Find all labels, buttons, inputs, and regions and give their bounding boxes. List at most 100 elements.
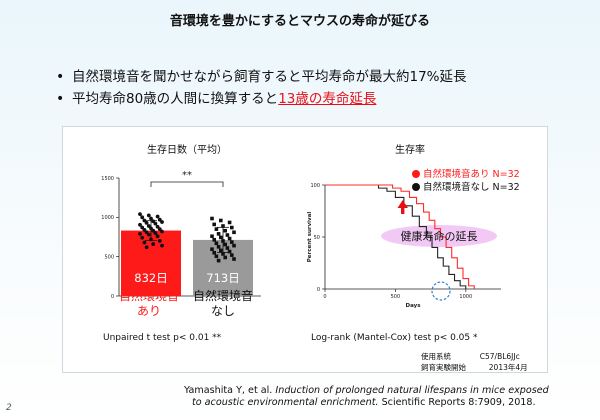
bar-chart-points — [138, 212, 236, 263]
data-point — [160, 229, 164, 234]
data-point — [212, 250, 216, 255]
right-test-result: Log-rank (Mantel-Cox) test p< 0.05 * — [311, 333, 478, 343]
meta-start: 飼育実験開始 2013年4月 — [421, 362, 528, 373]
data-point — [144, 220, 149, 225]
bullet-text: 自然環境音を聞かせながら飼育すると平均寿命が最大約17%延長 — [72, 69, 467, 85]
meta-label: 使用系統 — [421, 352, 451, 361]
data-point — [230, 253, 234, 257]
arrow-shaft — [401, 207, 405, 214]
data-point — [227, 220, 232, 225]
legend-label: 自然環境音あり N=32 — [423, 169, 520, 180]
bar — [121, 230, 181, 296]
bullet-item: • 平均寿命80歳の人間に換算すると13歳の寿命延長 — [56, 88, 467, 110]
group-label-line: 自然環境音 — [192, 289, 253, 303]
meta-value: 2013年4月 — [488, 363, 528, 372]
y-tick-label: 100 — [310, 183, 320, 189]
data-point — [212, 237, 216, 242]
legend-swatch-icon — [412, 170, 420, 178]
x-tick-label: 0 — [323, 294, 326, 300]
survival-curve — [325, 184, 467, 289]
meta-strain: 使用系統 C57/BL6JJc — [421, 351, 520, 362]
bar-chart-bars — [121, 230, 253, 296]
legend-label: 自然環境音なし N=32 — [423, 182, 520, 193]
data-point — [142, 240, 147, 245]
legend-item: 自然環境音あり N=32 — [412, 168, 520, 181]
bar-chart-error-bars — [145, 220, 229, 253]
ref-authors: Yamashita Y, et al. — [184, 385, 273, 396]
data-point — [230, 240, 234, 244]
group-label-line: なし — [210, 304, 235, 318]
data-point — [210, 247, 214, 251]
data-point — [146, 213, 151, 218]
data-point — [223, 242, 227, 247]
left-test-result: Unpaired t test p< 0.01 ** — [103, 333, 222, 343]
data-point — [153, 221, 158, 226]
data-point — [216, 232, 221, 236]
arrow-head — [397, 200, 408, 208]
bar-chart: 0 500 1000 1500 ** 832日 713日 — [101, 170, 261, 300]
bullet-text: 平均寿命80歳の人間に換算すると — [72, 91, 279, 107]
group-label-line: あり — [136, 304, 161, 318]
dashed-circle-icon — [431, 281, 451, 301]
data-point — [155, 214, 160, 219]
data-point — [219, 248, 223, 253]
data-point — [160, 220, 164, 224]
group-label-sound: 自然環境音 あり — [99, 289, 199, 319]
bar-value-label: 832日 — [134, 271, 167, 285]
data-point — [225, 233, 230, 237]
survival-curves — [325, 184, 475, 289]
data-point — [221, 224, 225, 228]
right-chart-title: 生存率 — [395, 145, 425, 156]
data-point — [146, 232, 151, 237]
ref-title-2: to acoustic environmental enrichment. — [192, 397, 379, 408]
bullet-item: • 自然環境音を聞かせながら飼育すると平均寿命が最大約17%延長 — [56, 66, 467, 88]
bracket-line — [150, 181, 224, 187]
data-point — [227, 236, 232, 241]
data-point — [214, 227, 219, 231]
data-point — [216, 245, 221, 249]
data-point — [140, 235, 145, 240]
data-point — [155, 234, 160, 239]
data-point — [138, 231, 142, 236]
reference: Yamashita Y, et al. Induction of prolong… — [184, 385, 549, 409]
bar-value-label: 713日 — [206, 271, 239, 285]
data-point — [232, 257, 236, 261]
healthspan-ellipse — [381, 225, 497, 247]
bullet-dot-icon: • — [56, 69, 65, 85]
data-point — [149, 216, 153, 221]
data-point — [144, 245, 149, 250]
data-point — [225, 246, 230, 250]
y-tick-label: 1000 — [101, 215, 114, 221]
data-point — [160, 243, 164, 248]
significance-label: ** — [182, 170, 192, 181]
data-point — [210, 216, 214, 221]
data-point — [214, 241, 219, 246]
significance-bracket: ** — [150, 170, 224, 187]
data-point — [214, 254, 219, 259]
y-tick-label: 1500 — [101, 176, 114, 182]
group-label-no-sound: 自然環境音 なし — [173, 289, 273, 319]
bullet-highlight: 13歳の寿命延長 — [278, 91, 377, 107]
meta-label: 飼育実験開始 — [421, 363, 466, 372]
y-tick-label: 500 — [104, 254, 114, 260]
x-axis-title: Days — [406, 303, 422, 309]
healthspan-label: 健康寿命の延長 — [401, 229, 478, 243]
figure-panel: 生存日数（平均） 生存率 0 500 1000 1500 ** 832日 713日 自… — [62, 126, 548, 373]
bullet-dot-icon: • — [56, 91, 65, 107]
legend: 自然環境音あり N=32 自然環境音なし N=32 — [412, 168, 520, 194]
x-tick-label: 500 — [391, 294, 401, 300]
legend-item: 自然環境音なし N=32 — [412, 181, 520, 194]
data-point — [227, 249, 232, 254]
y-tick-label: 0 — [111, 294, 114, 300]
data-point — [232, 230, 236, 235]
slide-title: 音環境を豊かにするとマウスの寿命が延びる — [169, 14, 431, 29]
data-point — [138, 222, 142, 227]
data-point — [219, 235, 223, 240]
data-point — [223, 255, 227, 260]
data-point — [212, 222, 216, 227]
y-axis-title: Percent survival — [307, 212, 313, 263]
page-number: 2 — [6, 403, 12, 413]
x-tick-label: 1000 — [459, 294, 472, 300]
